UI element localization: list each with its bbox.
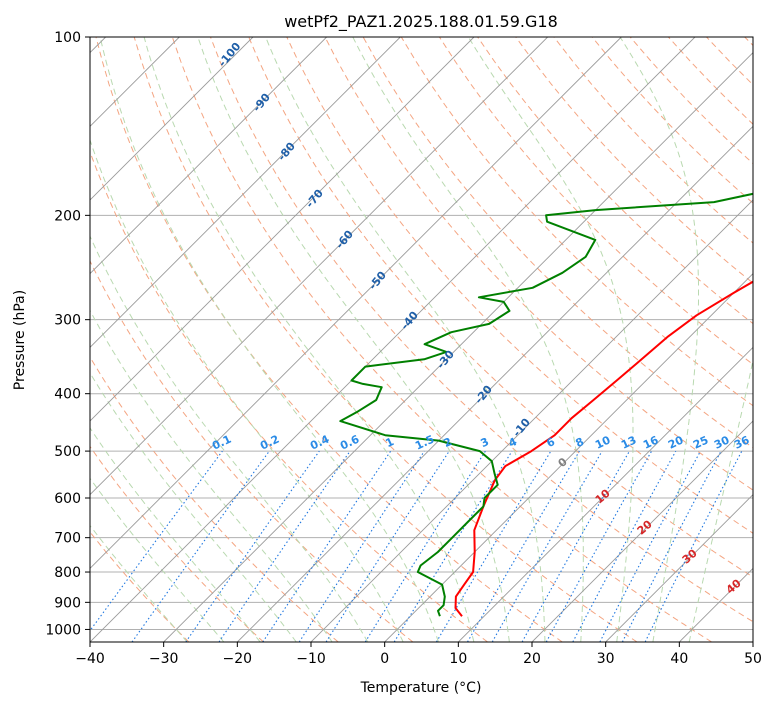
isotherm [90, 37, 327, 275]
mixing-ratio-label: 13 [619, 433, 638, 451]
dry-adiabat [90, 445, 264, 642]
dry-adiabat [248, 37, 753, 578]
moist-adiabat [619, 37, 699, 642]
dry-adiabat [133, 37, 638, 642]
mixing-ratio-line [572, 450, 677, 642]
dry-adiabat [95, 37, 563, 642]
moist-adiabat [90, 138, 404, 642]
mixing-ratio-label: 10 [593, 433, 613, 451]
moist-adiabat [143, 37, 475, 642]
dewpoint-line [339, 192, 753, 617]
y-tick-label: 400 [54, 387, 81, 403]
y-tick-label: 600 [54, 491, 81, 507]
mixing-ratio-line [325, 450, 450, 642]
isotherm [90, 37, 254, 201]
mixing-ratio-line [545, 450, 653, 642]
moist-adiabat [90, 477, 225, 642]
x-axis-label: Temperature (°C) [360, 680, 482, 696]
dry-adiabat [171, 37, 712, 642]
isotherm [90, 37, 696, 642]
isotherm [90, 37, 622, 569]
isotherm [531, 420, 753, 642]
moist-adiabat [90, 427, 261, 642]
moist-adiabat [90, 309, 333, 642]
isotherm [90, 37, 475, 422]
x-tick-label: −40 [75, 651, 105, 667]
x-tick-label: −20 [223, 651, 253, 667]
isotherm [605, 494, 753, 642]
y-tick-label: 100 [54, 30, 81, 46]
moist-adiabat [197, 37, 510, 642]
y-tick-label: 900 [54, 595, 81, 611]
x-tick-label: 10 [449, 651, 467, 667]
mixing-ratio-line [644, 450, 743, 642]
x-tick-label: 40 [670, 651, 688, 667]
y-tick-label: 300 [54, 313, 81, 329]
mixing-ratio-line [185, 450, 320, 642]
isotherm [310, 199, 753, 642]
isotherm [90, 37, 548, 496]
mixing-ratio-line [262, 450, 392, 642]
isotherm [90, 37, 401, 348]
y-tick-label: 1000 [45, 622, 81, 638]
moist-adiabat [90, 371, 297, 642]
mixing-ratio-label: 16 [641, 433, 661, 451]
dry-adiabat [90, 259, 414, 642]
y-tick-label: 800 [54, 565, 81, 581]
x-tick-label: 20 [523, 651, 541, 667]
moist-adiabat [90, 235, 369, 642]
moist-adiabat [265, 37, 546, 642]
x-tick-label: −30 [149, 651, 179, 667]
mixing-ratio-label: 20 [666, 433, 686, 451]
moist-adiabat [90, 524, 188, 642]
mixing-ratio-line [298, 450, 425, 642]
mixing-ratio-line [90, 450, 223, 632]
y-tick-label: 500 [54, 444, 81, 460]
mixing-ratio-label: 30 [712, 433, 732, 451]
x-tick-label: 30 [597, 651, 615, 667]
plot-frame [89, 36, 754, 643]
isotherm [384, 273, 753, 642]
moist-adiabat [99, 37, 439, 642]
isotherm [237, 125, 753, 642]
x-tick-label: −10 [296, 651, 326, 667]
x-tick-label: 0 [380, 651, 389, 667]
mixing-ratio-line [521, 450, 630, 642]
y-tick-label: 700 [54, 531, 81, 547]
isotherm [458, 346, 753, 642]
x-tick-label: 50 [744, 651, 762, 667]
mixing-ratio-line [393, 450, 513, 642]
moist-adiabat [352, 37, 584, 642]
y-tick-label: 200 [54, 208, 81, 224]
dry-adiabat [210, 37, 753, 623]
dry-adiabat [324, 37, 753, 491]
chart-title: wetPf2_PAZ1.2025.188.01.59.G18 [284, 12, 558, 32]
y-axis-label: Pressure (hPa) [12, 290, 28, 390]
dry-adiabat [515, 37, 753, 284]
dry-adiabat [286, 37, 753, 534]
mixing-ratio-line [131, 450, 270, 642]
dry-adiabat [90, 356, 339, 642]
mixing-ratio-label: 36 [732, 433, 752, 451]
mixing-ratio-line [218, 450, 351, 642]
temperature-line [454, 280, 753, 617]
isotherm [163, 52, 753, 642]
mixing-ratio-label: 25 [691, 433, 710, 451]
moist-adiabat [688, 358, 753, 642]
